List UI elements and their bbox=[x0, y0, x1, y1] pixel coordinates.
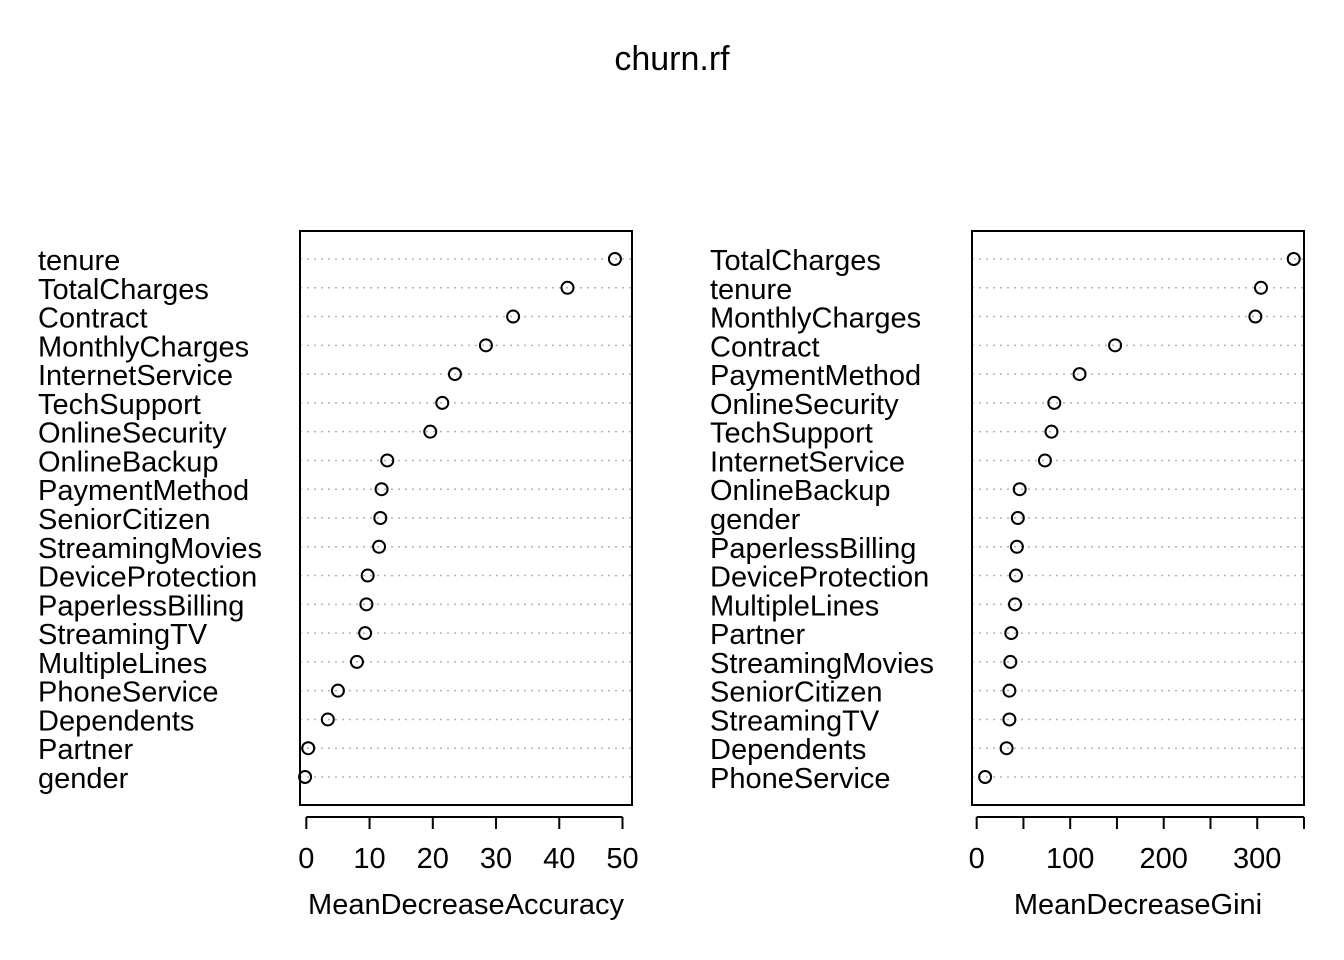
acc-point-TechSupport bbox=[435, 395, 450, 410]
acc-point-Contract bbox=[506, 309, 521, 324]
acc-label-MonthlyCharges: MonthlyCharges bbox=[38, 331, 249, 363]
gini-point-OnlineSecurity bbox=[1047, 395, 1062, 410]
gini-point-InternetService bbox=[1037, 453, 1052, 468]
gini-label-OnlineSecurity: OnlineSecurity bbox=[710, 389, 899, 421]
chart-title: churn.rf bbox=[614, 40, 730, 78]
gini-point-tenure bbox=[1253, 280, 1268, 295]
acc-label-PaymentMethod: PaymentMethod bbox=[38, 475, 249, 507]
acc-label-StreamingMovies: StreamingMovies bbox=[38, 533, 262, 565]
acc-x-tick-label: 10 bbox=[353, 843, 385, 875]
acc-label-PaperlessBilling: PaperlessBilling bbox=[38, 590, 244, 622]
gini-label-gender: gender bbox=[710, 504, 801, 536]
acc-point-SeniorCitizen bbox=[373, 511, 388, 525]
gini-label-tenure: tenure bbox=[710, 274, 792, 306]
acc-point-TotalCharges bbox=[560, 280, 575, 295]
acc-label-InternetService: InternetService bbox=[38, 360, 233, 392]
acc-label-OnlineBackup: OnlineBackup bbox=[38, 446, 219, 478]
gini-x-tick-label: 0 bbox=[969, 843, 985, 875]
gini-label-PhoneService: PhoneService bbox=[710, 763, 891, 795]
acc-point-StreamingMovies bbox=[372, 539, 387, 554]
gini-panel: TotalChargestenureMonthlyChargesContract… bbox=[710, 230, 1305, 921]
gini-point-PaymentMethod bbox=[1072, 367, 1087, 382]
gini-label-Partner: Partner bbox=[710, 619, 805, 651]
gini-x-axis-title: MeanDecreaseGini bbox=[1014, 889, 1262, 921]
acc-point-PhoneService bbox=[330, 683, 345, 698]
gini-point-Contract bbox=[1108, 338, 1123, 353]
gini-point-MultipleLines bbox=[1008, 597, 1023, 612]
acc-point-PaperlessBilling bbox=[359, 597, 374, 612]
gini-label-TechSupport: TechSupport bbox=[710, 418, 873, 450]
acc-label-StreamingTV: StreamingTV bbox=[38, 619, 208, 651]
gini-point-PaperlessBilling bbox=[1009, 539, 1024, 554]
gini-x-tick-label: 200 bbox=[1140, 843, 1188, 875]
acc-label-gender: gender bbox=[38, 763, 129, 795]
acc-x-tick-label: 40 bbox=[543, 843, 575, 875]
acc-label-Contract: Contract bbox=[38, 303, 148, 335]
gini-label-MonthlyCharges: MonthlyCharges bbox=[710, 303, 921, 335]
acc-label-PhoneService: PhoneService bbox=[38, 677, 219, 709]
acc-label-TechSupport: TechSupport bbox=[38, 389, 201, 421]
gini-point-StreamingTV bbox=[1002, 712, 1017, 727]
acc-point-DeviceProtection bbox=[360, 568, 375, 583]
gini-point-Dependents bbox=[999, 741, 1014, 756]
gini-plot-box bbox=[971, 230, 1305, 806]
acc-x-tick-label: 0 bbox=[298, 843, 314, 875]
gini-x-tick-label: 300 bbox=[1233, 843, 1281, 875]
gini-label-MultipleLines: MultipleLines bbox=[710, 590, 879, 622]
acc-point-Dependents bbox=[320, 712, 335, 727]
gini-point-DeviceProtection bbox=[1008, 568, 1023, 583]
acc-label-Partner: Partner bbox=[38, 734, 133, 766]
acc-point-InternetService bbox=[447, 367, 462, 382]
gini-point-gender bbox=[1010, 511, 1025, 525]
acc-point-Partner bbox=[301, 741, 316, 756]
acc-point-OnlineBackup bbox=[380, 453, 395, 468]
acc-point-StreamingTV bbox=[358, 626, 373, 641]
accuracy-panel: tenureTotalChargesContractMonthlyCharges… bbox=[38, 230, 639, 921]
acc-label-OnlineSecurity: OnlineSecurity bbox=[38, 418, 227, 450]
gini-point-Partner bbox=[1004, 626, 1019, 641]
gini-point-OnlineBackup bbox=[1012, 482, 1027, 497]
gini-point-StreamingMovies bbox=[1003, 654, 1018, 669]
acc-x-axis-title: MeanDecreaseAccuracy bbox=[308, 889, 624, 921]
gini-label-OnlineBackup: OnlineBackup bbox=[710, 475, 891, 507]
gini-label-SeniorCitizen: SeniorCitizen bbox=[710, 677, 882, 709]
acc-label-TotalCharges: TotalCharges bbox=[38, 274, 209, 306]
gini-label-Contract: Contract bbox=[710, 331, 820, 363]
acc-label-Dependents: Dependents bbox=[38, 705, 194, 737]
gini-label-PaperlessBilling: PaperlessBilling bbox=[710, 533, 916, 565]
acc-label-tenure: tenure bbox=[38, 245, 120, 277]
acc-point-OnlineSecurity bbox=[423, 424, 438, 439]
acc-x-tick-label: 20 bbox=[417, 843, 449, 875]
acc-label-SeniorCitizen: SeniorCitizen bbox=[38, 504, 210, 536]
gini-label-Dependents: Dependents bbox=[710, 734, 866, 766]
gini-label-DeviceProtection: DeviceProtection bbox=[710, 562, 929, 594]
acc-label-MultipleLines: MultipleLines bbox=[38, 648, 207, 680]
gini-label-InternetService: InternetService bbox=[710, 446, 905, 478]
gini-point-TechSupport bbox=[1044, 424, 1059, 439]
gini-point-SeniorCitizen bbox=[1002, 683, 1017, 698]
gini-label-PaymentMethod: PaymentMethod bbox=[710, 360, 921, 392]
acc-point-PaymentMethod bbox=[374, 482, 389, 497]
acc-point-tenure bbox=[607, 252, 622, 266]
gini-x-tick-label: 100 bbox=[1046, 843, 1094, 875]
acc-point-MultipleLines bbox=[349, 654, 364, 669]
gini-point-TotalCharges bbox=[1286, 252, 1301, 266]
gini-label-StreamingMovies: StreamingMovies bbox=[710, 648, 934, 680]
gini-label-TotalCharges: TotalCharges bbox=[710, 245, 881, 277]
gini-point-MonthlyCharges bbox=[1248, 309, 1263, 324]
acc-x-tick-label: 30 bbox=[480, 843, 512, 875]
acc-point-MonthlyCharges bbox=[478, 338, 493, 353]
acc-plot-box bbox=[299, 230, 633, 806]
acc-x-tick-label: 50 bbox=[606, 843, 638, 875]
gini-point-PhoneService bbox=[978, 770, 993, 784]
gini-label-StreamingTV: StreamingTV bbox=[710, 705, 880, 737]
acc-label-DeviceProtection: DeviceProtection bbox=[38, 562, 257, 594]
